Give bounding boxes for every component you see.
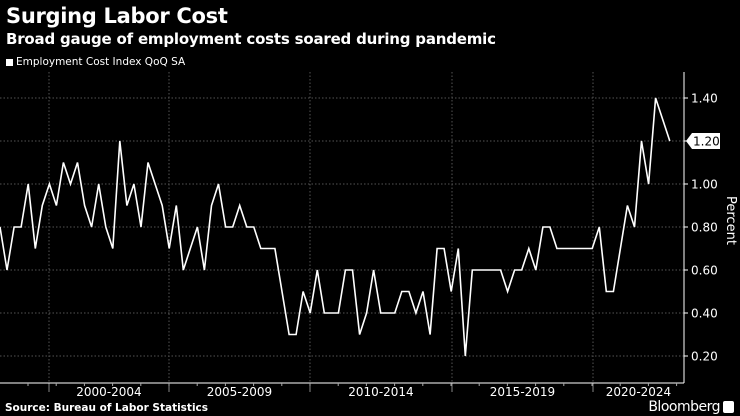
chart-title: Surging Labor Cost	[6, 4, 228, 28]
bloomberg-logo: Bloomberg	[648, 399, 720, 415]
legend: Employment Cost Index QoQ SA	[6, 56, 185, 68]
legend-swatch-icon	[6, 58, 13, 66]
y-tick-label: 0.80	[691, 221, 718, 235]
series-line	[0, 97, 671, 357]
last-value-badge	[686, 133, 720, 149]
x-tick-label: 2005-2009	[207, 385, 272, 399]
y-axis-label: Percent	[723, 196, 738, 245]
y-tick-label: 1.00	[691, 178, 718, 192]
y-tick-label: 0.40	[691, 307, 718, 321]
x-tick-label: 2000-2004	[76, 385, 141, 399]
y-tick-label: 1.40	[691, 92, 718, 106]
x-tick-label: 2015-2019	[490, 385, 555, 399]
legend-label: Employment Cost Index QoQ SA	[16, 56, 186, 68]
x-tick-label: 2010-2014	[348, 385, 413, 399]
y-tick-label: 0.20	[691, 350, 718, 364]
x-tick-label: 2020-2024	[606, 385, 671, 399]
last-value-label: 1.20	[693, 135, 720, 149]
y-tick-label: 0.60	[691, 264, 718, 278]
bloomberg-chart-icon	[723, 401, 734, 413]
chart-subtitle: Broad gauge of employment costs soared d…	[6, 30, 496, 48]
source-note: Source: Bureau of Labor Statistics	[5, 402, 209, 414]
